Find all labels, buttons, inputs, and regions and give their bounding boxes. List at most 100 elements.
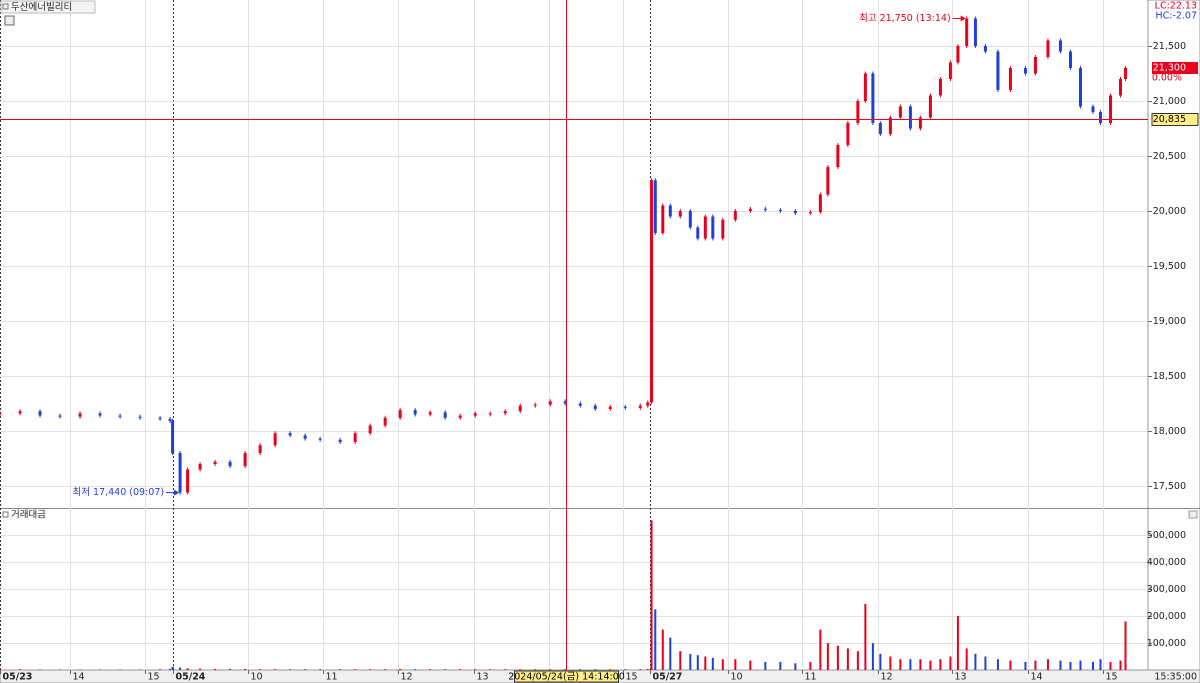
volume-bar	[909, 659, 912, 670]
candle	[650, 180, 654, 403]
y-tick-label: 17,500	[1153, 481, 1186, 492]
candle	[668, 205, 672, 217]
candle	[808, 212, 812, 214]
settings-icon[interactable]	[4, 15, 15, 26]
candle	[863, 73, 867, 101]
volume-bar	[721, 659, 724, 670]
candle	[338, 439, 342, 442]
candle	[168, 418, 172, 422]
volume-bar	[79, 669, 82, 670]
volume-bar	[304, 669, 307, 670]
candle	[948, 62, 952, 79]
y-tick-label: 300,000	[1147, 584, 1186, 595]
title-icon	[2, 3, 9, 10]
y-tick-label: 18,500	[1153, 371, 1186, 382]
candle	[778, 209, 782, 211]
x-tick-label: 15	[148, 672, 160, 683]
volume-bar	[984, 656, 987, 670]
candle	[1123, 68, 1127, 79]
y-tick-label: 200,000	[1147, 611, 1186, 622]
volume-bar	[1091, 661, 1094, 670]
candle	[578, 403, 582, 406]
volume-bar	[749, 660, 752, 670]
volume-bar	[171, 666, 174, 670]
volume-bar	[459, 669, 462, 670]
candle	[763, 208, 767, 210]
volume-bar	[836, 645, 839, 670]
candle	[186, 469, 190, 493]
candle	[428, 412, 432, 415]
candle	[1046, 40, 1050, 57]
volume-bar	[819, 629, 822, 670]
volume-bar	[1124, 621, 1127, 670]
candle	[258, 445, 262, 453]
x-tick-label: 11	[326, 672, 338, 683]
volume-bar	[974, 653, 977, 670]
chart-title: 두산에너빌리티	[11, 2, 72, 13]
y-tick-label: 19,500	[1153, 261, 1186, 272]
candle	[973, 18, 977, 46]
candle	[473, 413, 477, 416]
candle	[171, 421, 175, 453]
candle	[1058, 40, 1062, 52]
crosshair-price-box	[1151, 113, 1199, 126]
volume-bar	[929, 660, 932, 670]
volume-bar	[339, 669, 342, 670]
current-price-box	[1152, 62, 1198, 74]
candle	[383, 417, 387, 426]
candle	[878, 123, 882, 134]
x-tick-label: 10	[731, 672, 743, 683]
panel-button[interactable]	[1188, 510, 1198, 519]
y-tick-label: 500,000	[1147, 530, 1186, 541]
annotation-arrowhead	[174, 489, 180, 496]
candle	[733, 211, 737, 220]
volume-bar	[864, 603, 867, 670]
marks	[0, 16, 1127, 670]
volume-bar	[1099, 659, 1102, 670]
volume-bar	[594, 669, 597, 670]
x-tick-label: 15	[626, 672, 638, 683]
x-tick-label: 11	[805, 672, 817, 683]
volume-bar	[139, 669, 142, 670]
volume-bar	[319, 669, 322, 670]
candle	[888, 117, 892, 134]
volume-bar	[159, 669, 162, 670]
candle	[846, 123, 850, 145]
volume-bar	[354, 669, 357, 670]
candle	[646, 402, 650, 406]
volume-bar	[549, 669, 552, 670]
volume-bar	[661, 629, 664, 670]
candle	[793, 211, 797, 214]
volume-bar	[229, 668, 232, 670]
volume-bar	[624, 669, 627, 670]
candle	[1098, 112, 1102, 123]
candle	[118, 415, 122, 417]
indicator: LC:22.13	[1155, 1, 1197, 12]
candle	[288, 433, 292, 436]
volume-bar	[919, 659, 922, 670]
candle	[696, 227, 700, 239]
volume-bar	[214, 668, 217, 670]
candle	[98, 413, 102, 416]
candle	[368, 425, 372, 434]
title-box	[0, 0, 96, 14]
y-tick-label: 21,500	[1153, 41, 1186, 52]
panel-icon	[2, 511, 9, 518]
indicator: HC:-2.07	[1155, 11, 1197, 22]
current-change: 0.00%	[1152, 73, 1182, 84]
y-axis-panel	[1147, 0, 1200, 671]
volume-bar	[1009, 660, 1012, 670]
candle	[1068, 51, 1072, 68]
volume-bar	[99, 669, 102, 670]
volume-bar	[474, 669, 477, 670]
candle	[413, 410, 417, 415]
volume-bar	[949, 656, 952, 670]
candle	[908, 106, 912, 129]
volume-bar	[899, 659, 902, 670]
y-tick-label: 21,000	[1153, 96, 1186, 107]
candle	[243, 453, 247, 467]
